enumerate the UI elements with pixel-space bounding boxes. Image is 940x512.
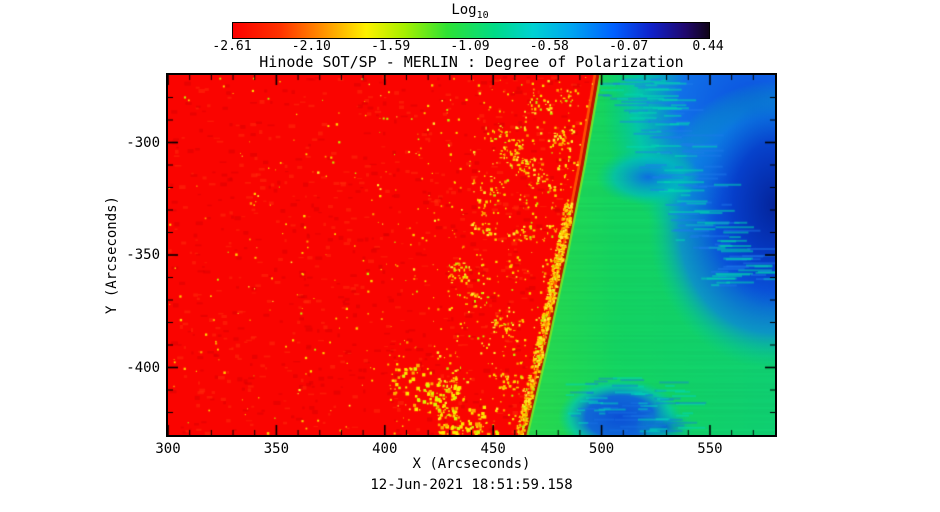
y-tick-label: -350 xyxy=(126,247,160,263)
x-tick-label: 500 xyxy=(588,441,615,457)
plot-title: Hinode SOT/SP - MERLIN : Degree of Polar… xyxy=(259,53,684,71)
colorbar-tick-label: -0.07 xyxy=(609,39,649,54)
colorbar-tick-label: -0.58 xyxy=(529,39,569,54)
x-tick-label: 350 xyxy=(263,441,290,457)
x-tick-label: 550 xyxy=(697,441,723,457)
x-tick-label: 400 xyxy=(372,441,398,457)
colorbar-title: Log10 xyxy=(232,2,708,21)
colorbar-tick-label: -1.59 xyxy=(371,39,411,54)
colorbar-tick-label: -1.09 xyxy=(450,39,490,54)
colorbar xyxy=(232,22,710,39)
colorbar-title-text: Log xyxy=(451,2,477,18)
x-axis-label: X (Arcseconds) xyxy=(412,456,531,472)
x-tick-label: 300 xyxy=(155,441,181,457)
colorbar-title-subscript: 10 xyxy=(476,9,489,21)
colorbar-tick-label: -2.61 xyxy=(212,39,252,54)
colorbar-tick-label: 0.44 xyxy=(692,39,724,54)
y-tick-label: -400 xyxy=(126,359,160,376)
polarization-map-canvas xyxy=(168,75,775,435)
colorbar-tick-label: -2.10 xyxy=(291,39,331,54)
y-tick-label: -300 xyxy=(126,134,160,151)
x-tick-label: 450 xyxy=(480,441,506,457)
y-axis-label: Y (Arcseconds) xyxy=(104,196,120,315)
plot-area xyxy=(166,73,777,437)
timestamp: 12-Jun-2021 18:51:59.158 xyxy=(370,477,573,493)
